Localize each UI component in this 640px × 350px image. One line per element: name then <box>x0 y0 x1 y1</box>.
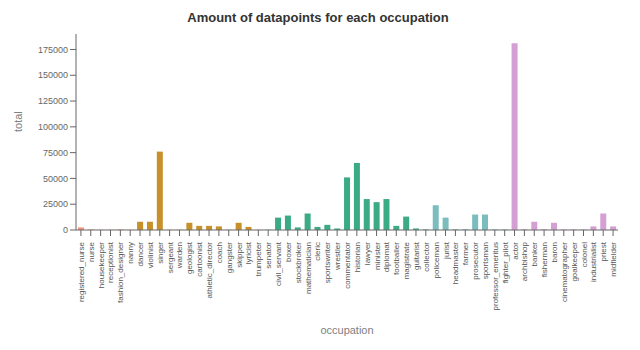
svg-text:historian: historian <box>353 242 362 272</box>
svg-text:minister: minister <box>373 242 382 270</box>
svg-text:senator: senator <box>264 242 273 269</box>
svg-text:sportsman: sportsman <box>481 242 490 279</box>
svg-text:baron: baron <box>550 242 559 262</box>
svg-text:prosecutor: prosecutor <box>471 242 480 280</box>
svg-text:coach: coach <box>215 242 224 263</box>
svg-text:banker: banker <box>530 242 539 267</box>
svg-text:occupation: occupation <box>320 324 373 336</box>
svg-text:diplomat: diplomat <box>382 241 391 272</box>
svg-text:actor: actor <box>511 242 520 260</box>
svg-text:mathematician: mathematician <box>304 242 313 294</box>
svg-text:guitarist: guitarist <box>412 241 421 270</box>
svg-text:gangster: gangster <box>225 242 234 273</box>
svg-text:policeman: policeman <box>432 242 441 278</box>
svg-text:priest: priest <box>599 241 608 261</box>
svg-text:colonel: colonel <box>580 242 589 268</box>
svg-text:sergeant: sergeant <box>166 241 175 273</box>
svg-text:athletic_director: athletic_director <box>205 242 214 299</box>
svg-text:cleric: cleric <box>313 242 322 261</box>
svg-text:175000: 175000 <box>38 45 68 55</box>
svg-text:lawyer: lawyer <box>363 242 372 265</box>
svg-text:housekeeper: housekeeper <box>97 242 106 289</box>
svg-text:industrialist: industrialist <box>589 241 598 282</box>
svg-text:receptionist: receptionist <box>106 241 115 283</box>
svg-text:wrestler: wrestler <box>333 242 342 271</box>
svg-text:nanny: nanny <box>126 242 135 264</box>
html-text:Amount of datapoints for each: Amount of datapoints for each occupation <box>187 10 449 25</box>
svg-text:farmer: farmer <box>461 242 470 265</box>
svg-text:150000: 150000 <box>38 70 68 80</box>
svg-text:midfielder: midfielder <box>609 242 618 277</box>
svg-text:registered_nurse: registered_nurse <box>77 241 86 302</box>
svg-text:50000: 50000 <box>43 174 68 184</box>
svg-text:75000: 75000 <box>43 148 68 158</box>
svg-text:headmaster: headmaster <box>451 242 460 285</box>
svg-text:lyricist: lyricist <box>244 241 253 264</box>
svg-text:professor_emeritus: professor_emeritus <box>491 242 500 310</box>
svg-text:footballer: footballer <box>392 242 401 275</box>
svg-text:magistrate: magistrate <box>402 241 411 279</box>
svg-text:fisherman: fisherman <box>540 242 549 277</box>
svg-text:100000: 100000 <box>38 122 68 132</box>
svg-text:jurist: jurist <box>442 241 451 260</box>
svg-text:sportswriter: sportswriter <box>323 242 332 284</box>
svg-text:warden: warden <box>175 242 184 269</box>
svg-text:nurse: nurse <box>87 241 96 262</box>
svg-text:cartoonist: cartoonist <box>195 241 204 276</box>
svg-text:civil_servant: civil_servant <box>274 241 283 286</box>
svg-text:fashion_designer: fashion_designer <box>116 242 125 303</box>
svg-text:singer: singer <box>156 242 165 264</box>
svg-text:125000: 125000 <box>38 96 68 106</box>
svg-text:goalkeeper: goalkeeper <box>570 242 579 282</box>
svg-text:dancer: dancer <box>136 242 145 267</box>
svg-text:trumpeter: trumpeter <box>254 242 263 277</box>
svg-text:stockbroker: stockbroker <box>294 242 303 284</box>
svg-text:fighter_pilot: fighter_pilot <box>501 241 510 283</box>
svg-text:boxer: boxer <box>284 242 293 262</box>
svg-text:archbishop: archbishop <box>520 241 529 281</box>
svg-text:skipper: skipper <box>235 242 244 268</box>
svg-text:total: total <box>12 111 24 132</box>
svg-text:cinematographer: cinematographer <box>560 242 569 302</box>
svg-text:violinist: violinist <box>146 241 155 268</box>
svg-text:25000: 25000 <box>43 199 68 209</box>
svg-text:commentator: commentator <box>343 242 352 289</box>
svg-text:0: 0 <box>63 225 68 235</box>
svg-text:collector: collector <box>422 242 431 272</box>
svg-text:geologist: geologist <box>185 241 194 274</box>
